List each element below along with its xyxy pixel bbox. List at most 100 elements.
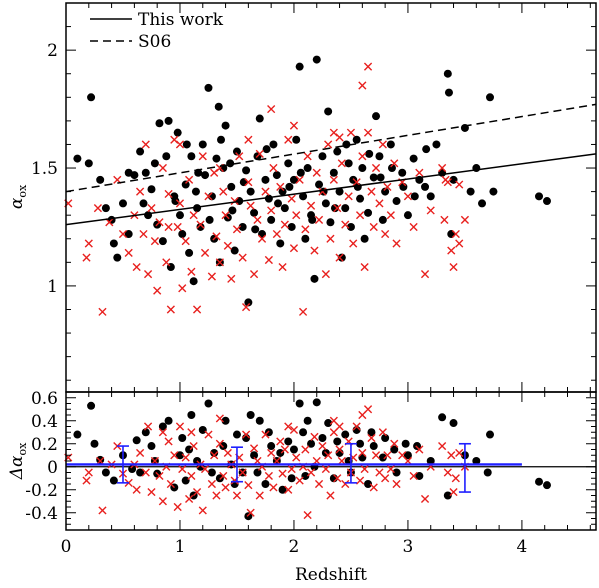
top-data-point-dot [187,152,196,161]
top-data-point-cross [349,239,358,248]
top-data-point-dot [295,62,304,71]
top-data-point-cross [276,182,285,191]
top-data-point-dot [228,206,237,215]
bottom-data-point-cross [318,441,327,451]
bottom-data-point-cross [244,481,253,490]
bottom-data-point-cross [158,428,167,437]
top-data-point-dot [378,215,387,224]
bottom-data-point-dot [287,474,296,483]
top-data-point-cross [192,305,202,314]
cross-stroke [415,168,424,177]
bottom-frame [65,391,597,531]
bottom-data-point-cross [360,464,369,474]
bottom-data-point-cross [143,422,153,431]
top-data-point-cross [150,237,159,246]
bottom-data-point-cross [310,432,319,441]
top-data-point-dot [124,168,133,177]
bottom-data-point-cross [443,468,452,477]
top-data-point-dot [267,215,276,224]
cross-stroke [326,491,335,500]
top-data-point-dot [358,164,367,173]
top-data-point-dot [381,187,390,196]
cross-stroke [455,180,464,189]
bottom-data-point-dot [181,476,190,485]
top-data-point-dot [242,166,251,175]
cross-stroke [272,229,281,239]
cross-stroke [321,270,330,279]
top-data-point-cross [289,244,299,253]
bottom-data-point-cross [187,471,196,481]
top-data-point-dot [84,159,93,168]
cross-stroke [312,168,321,177]
bottom-data-point-cross [246,508,255,517]
top-data-point-dot [178,230,187,239]
bottom-data-point-cross [324,451,333,460]
bottom-data-point-cross [189,441,198,451]
top-data-point-dot [162,152,171,161]
bottom-data-point-cross [192,487,202,497]
top-data-point-cross [143,270,153,279]
bottom-data-point-dot [164,416,173,425]
bottom-data-point-dot [356,439,365,448]
bottom-y-tick-label: 0.2 [31,435,58,455]
cross-stroke [447,246,456,255]
x-tick-label: 3 [403,537,414,557]
top-data-point-dot [227,182,236,191]
top-data-point-cross [318,187,327,196]
bottom-data-point-dot [307,439,316,448]
top-data-point-dot [214,102,223,111]
top-data-point-dot [264,194,273,203]
cross-stroke [246,508,255,517]
cross-stroke [383,182,392,191]
bottom-data-point-dot [187,411,196,419]
top-data-point-cross [438,163,447,173]
bottom-data-point-dot [390,445,399,454]
top-data-point-dot [443,69,452,78]
bottom-data-point-dot [221,416,230,425]
x-tick-label: 1 [175,537,186,557]
bottom-data-point-cross [314,479,324,489]
bottom-data-point-cross [386,464,395,474]
top-data-point-dot [191,187,200,196]
bottom-data-point-cross [303,510,312,520]
top-data-point-dot [318,152,327,161]
bottom-data-point-cross [198,506,207,515]
bottom-data-point-dot [204,399,213,408]
x-axis-title: Redshift [295,565,367,585]
top-data-point-dot [542,197,551,206]
cross-stroke [324,451,333,460]
bottom-y-axis-title-main: Δα [7,455,27,480]
top-data-point-dot [269,140,278,149]
error-bar [458,442,471,493]
cross-stroke [383,451,392,460]
cross-stroke [219,187,228,196]
cross-stroke [212,232,221,241]
x-tick-label: 0 [61,537,72,557]
top-data-point-dot [212,154,221,163]
bottom-data-point-dot [301,471,310,480]
top-data-point-dot [422,145,431,154]
top-data-point-dot [292,135,301,144]
cross-stroke [295,476,304,485]
cross-stroke [164,437,173,446]
cross-stroke [227,274,236,283]
bottom-data-point-cross [164,437,173,446]
top-data-point-dot [369,173,378,182]
cross-stroke [215,258,224,267]
cross-stroke [409,222,418,232]
top-data-point-cross [403,192,413,201]
cross-stroke [113,175,122,184]
cross-stroke [409,471,418,481]
cross-stroke [289,425,299,435]
bottom-data-point-cross [166,479,175,489]
cross-stroke [333,204,342,213]
cross-stroke [215,439,224,448]
top-data-point-cross [420,270,430,279]
bottom-data-point-dot [141,428,150,437]
bottom-data-point-dot [87,401,96,410]
cross-stroke [363,128,373,137]
top-data-point-dot [341,204,350,213]
bottom-data-point-dot [128,465,137,474]
top-data-point-cross [212,232,221,241]
bottom-data-point-cross [447,451,456,460]
